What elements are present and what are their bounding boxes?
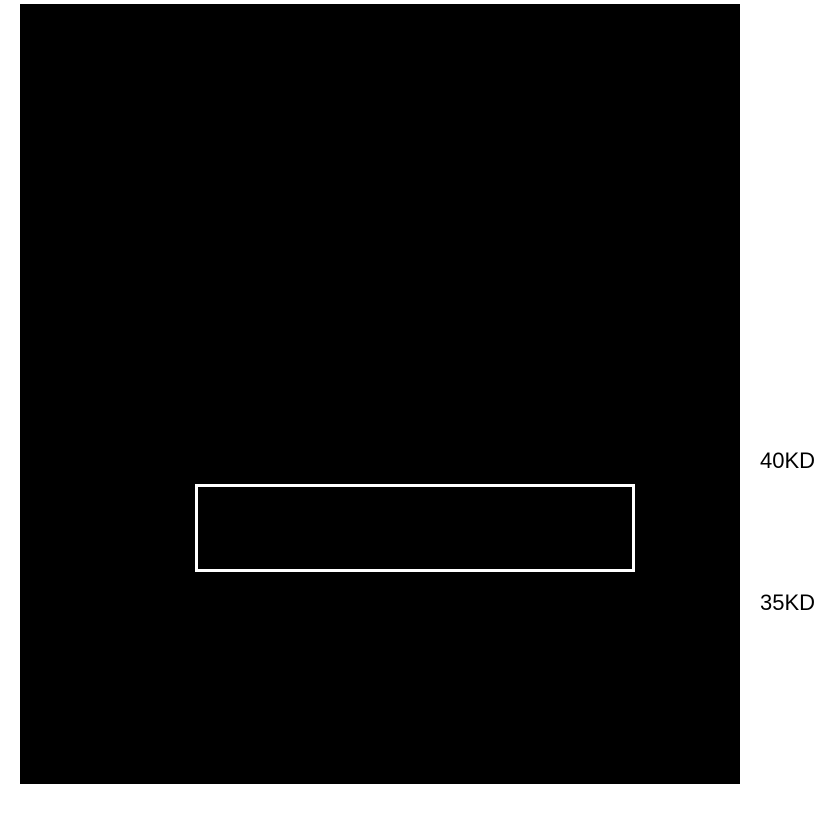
band-highlight-box [195,484,635,572]
blot-panel [20,4,740,784]
figure-stage: 40KD 35KD [0,0,835,817]
marker-label-35kd: 35KD [760,590,815,616]
marker-label-40kd: 40KD [760,448,815,474]
